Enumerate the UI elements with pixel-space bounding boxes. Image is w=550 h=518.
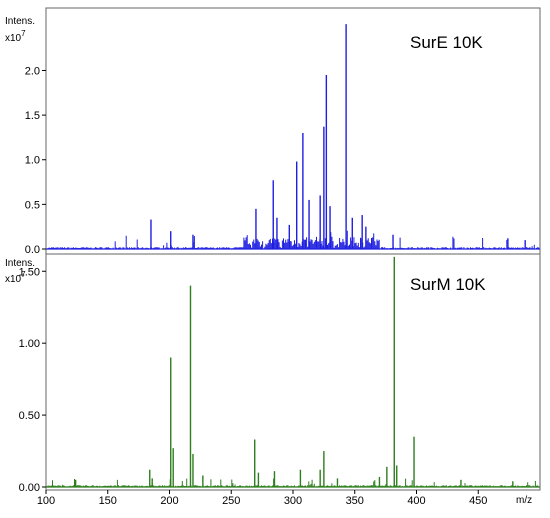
y-axis-label: Intens. [5,16,35,27]
spectrum-peaks [46,256,540,488]
y-tick-label: 2.0 [25,65,40,77]
y-tick-label: 0.5 [25,199,40,211]
panel-title: SurE 10K [410,33,483,52]
x-tick-label: 250 [222,495,240,507]
baseline-noise [46,478,540,487]
y-tick-label: 1.50 [19,266,40,278]
x-tick-label: 200 [160,495,178,507]
y-multiplier-base: x10 [5,33,22,44]
baseline-noise [46,230,540,249]
x-tick-label: 300 [284,495,302,507]
y-tick-label: 1.5 [25,110,40,122]
y-ticks: 0.00 0.50 1.00 1.50 [19,266,46,494]
y-ticks: 0.0 0.5 1.0 1.5 2.0 [25,65,46,256]
x-tick-label: 350 [346,495,364,507]
x-ticks: 100 150 200 250 300 350 400 450 [37,490,487,507]
x-tick-label: 450 [469,495,487,507]
y-tick-label: 0.00 [19,482,40,494]
x-tick-label: 400 [407,495,425,507]
y-axis-multiplier: x107 [5,29,26,44]
spectrum-peaks [46,24,540,250]
panel-surm-10k: Intens. x107 SurM 10K m/z 0.00 0.50 1.00 1.… [5,253,541,507]
y-multiplier-exponent: 7 [21,29,26,38]
y-axis-multiplier: x107 [5,270,26,285]
y-tick-label: 0.50 [19,410,40,422]
y-tick-label: 0.0 [25,244,40,256]
x-tick-label: 100 [37,495,55,507]
x-tick-label: 150 [99,495,117,507]
y-tick-label: 1.00 [19,338,40,350]
y-tick-label: 1.0 [25,155,40,167]
y-multiplier-base: x10 [5,274,22,285]
y-axis-label: Intens. [5,258,35,269]
x-axis-label: m/z [516,495,532,506]
y-multiplier-exponent: 7 [21,270,26,279]
panel-title: SurM 10K [410,275,486,294]
panel-sure-10k: Intens. x107 SurE 10K 0.0 0.5 1.0 1.5 2.0 [5,7,541,256]
